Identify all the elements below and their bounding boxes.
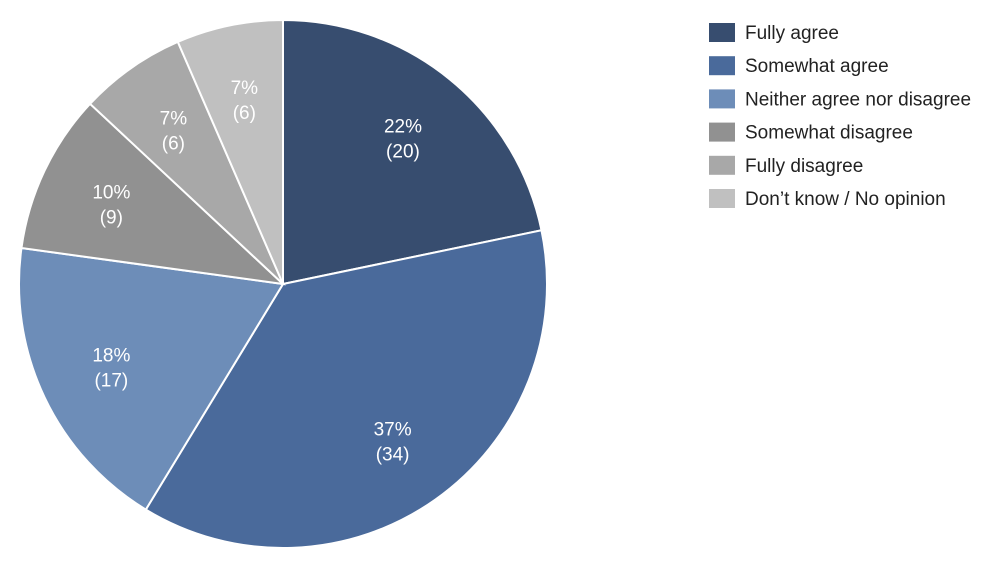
slice-count-label-5: (6) [162,134,185,155]
legend-swatch-1 [709,23,735,42]
legend-swatch-4 [709,122,735,142]
legend-label-5: Fully disagree [745,156,863,177]
slice-percent-label-4: 10% [92,182,130,203]
legend-label-6: Don’t know / No opinion [745,189,946,210]
slice-count-label-2: (34) [376,444,410,465]
pie-slice-1 [282,18,543,286]
pie-slice-6 [176,18,284,285]
slice-count-label-1: (20) [386,142,420,163]
legend-label-3: Neither agree nor disagree [745,89,971,110]
slice-percent-label-3: 18% [92,346,130,367]
pie-slices [18,18,548,549]
slice-percent-label-6: 7% [231,78,259,99]
slice-count-label-3: (17) [94,371,128,392]
legend-label-1: Fully agree [745,23,839,44]
slice-count-label-6: (6) [233,103,256,124]
pie-slice-4 [20,102,286,286]
legend-swatch-2 [709,56,735,76]
legend-swatch-6 [709,189,735,208]
pie-slice-3 [18,246,285,511]
slice-percent-label-5: 7% [160,109,188,130]
slice-count-label-4: (9) [100,207,123,228]
legend-swatch-3 [709,89,735,109]
slice-labels: 22% (20) 37% (34) 18% (17) 10% (9) 7% (6) 7% (6) [92,78,422,465]
legend-label-2: Somewhat agree [745,56,889,77]
slice-percent-label-1: 22% [384,117,422,138]
legend: Fully agree Somewhat agree Neither agree n… [709,23,971,210]
legend-swatch-5 [709,155,735,175]
legend-label-4: Somewhat disagree [745,123,913,144]
slice-percent-label-2: 37% [374,419,412,440]
pie-slice-2 [144,229,548,549]
